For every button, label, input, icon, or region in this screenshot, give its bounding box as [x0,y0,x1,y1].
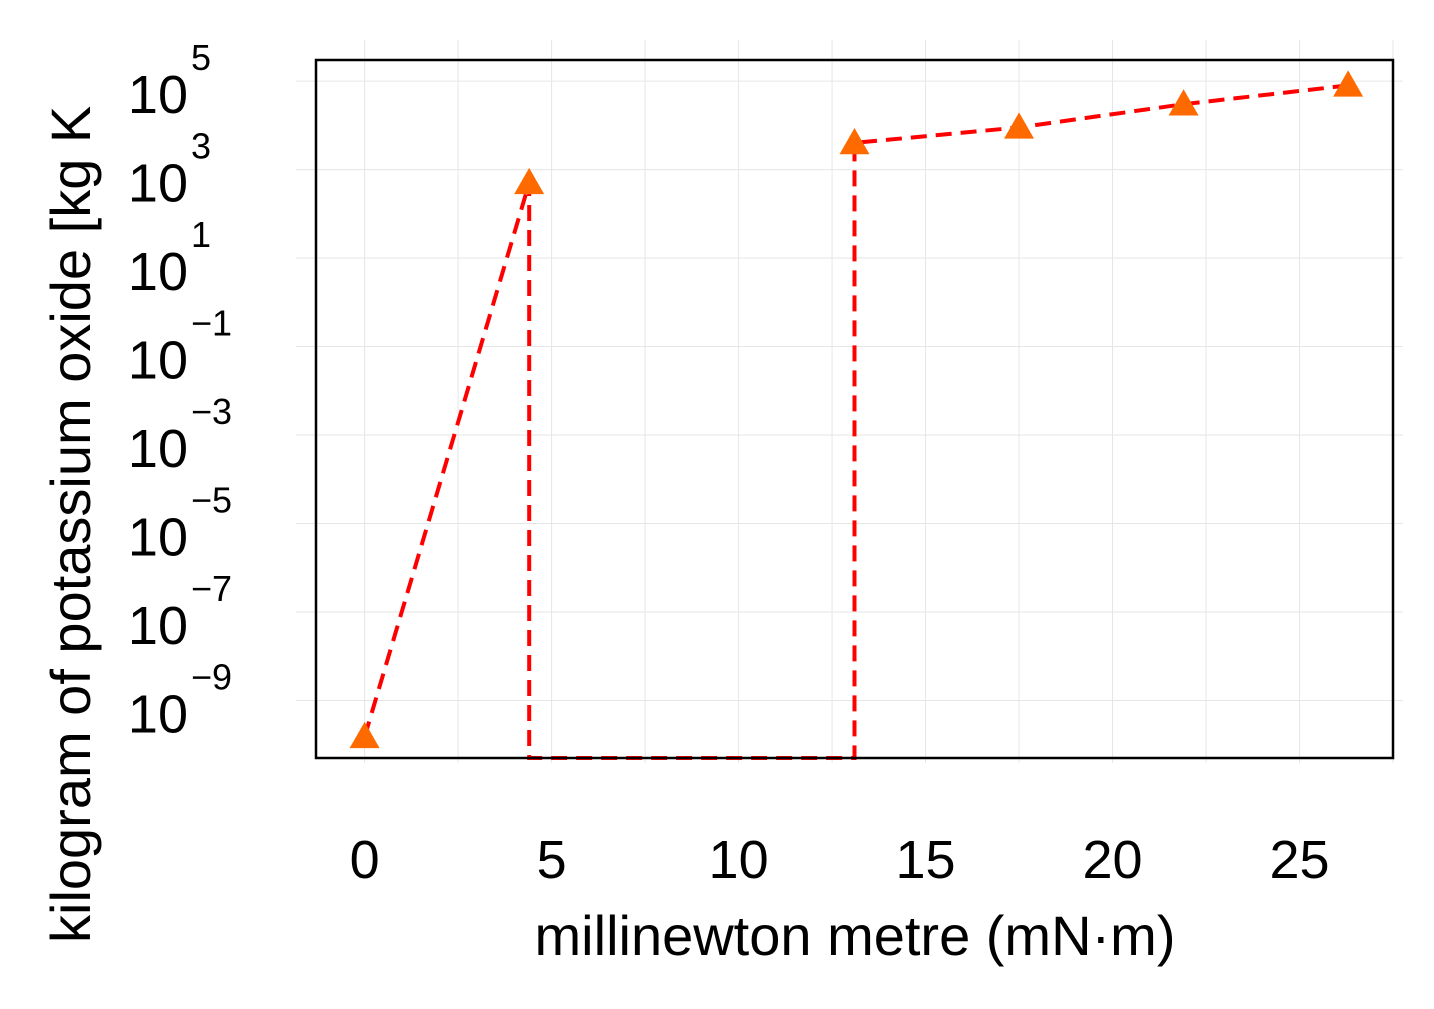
y-tick-label: 10 [128,154,188,214]
y-tick-exponent: −5 [191,479,232,520]
data-point-marker [349,721,380,749]
series-line [362,83,1349,760]
data-point-marker [1333,70,1364,97]
y-tick-label: 10 [128,684,188,744]
y-tick-label: 10 [128,419,188,479]
y-tick-exponent: 3 [191,126,211,167]
y-tick-exponent: −9 [191,656,232,697]
x-tick-label: 15 [896,830,956,890]
data-point-marker [1004,112,1035,139]
y-tick-label: 10 [128,596,188,656]
y-tick-label: 10 [128,331,188,391]
x-tick-label: 20 [1082,830,1142,890]
y-axis-title: kilogram of potassium oxide [kg K [39,106,102,943]
data-point-marker [839,127,870,155]
data-point-marker [514,167,545,195]
y-tick-exponent: 5 [191,37,211,78]
y-tick-exponent: 1 [191,214,211,255]
y-tick-exponent: −3 [191,391,232,432]
x-tick-label: 25 [1269,830,1329,890]
y-tick-label: 10 [128,507,188,567]
x-tick-label: 0 [350,830,380,890]
data-point-marker [1168,89,1199,116]
y-tick-exponent: −1 [191,303,232,344]
y-tick-label: 10 [128,65,188,125]
y-tick-label: 10 [128,242,188,302]
plot-frame [314,58,1395,760]
x-tick-label: 10 [709,830,769,890]
x-axis-title: millinewton metre (mN·m) [535,904,1176,967]
x-tick-labels: 0 5 10 15 20 25 [350,830,1330,890]
y-tick-exponent: −7 [191,568,232,609]
x-tick-label: 5 [537,830,567,890]
series-layer [349,70,1364,760]
